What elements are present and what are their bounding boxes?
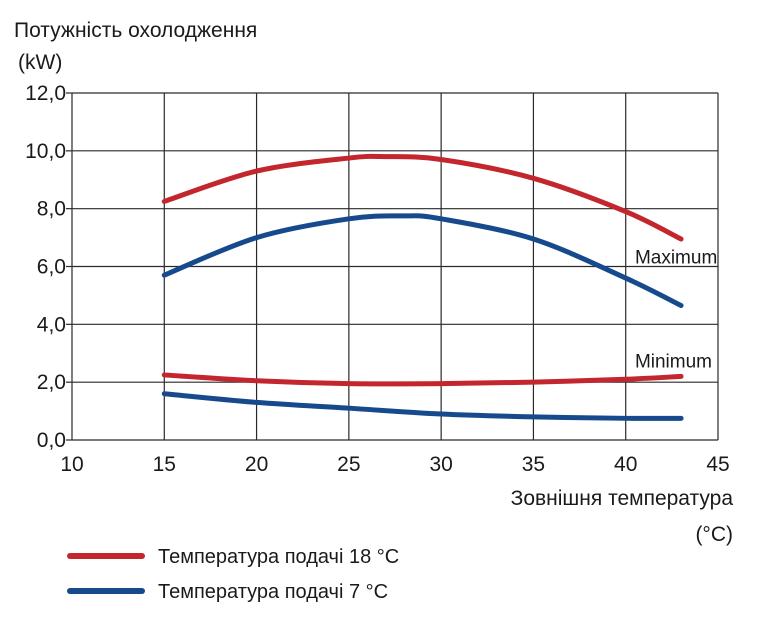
x-tick-labels: 10 15 20 25 30 35 40 45 [60, 453, 729, 476]
series-line-max-1 [161, 213, 684, 309]
x-tick-label: 35 [522, 453, 545, 476]
y-tick-label: 10,0 [25, 140, 66, 163]
series-line-min-3 [161, 391, 684, 421]
x-tick-label: 25 [337, 453, 360, 476]
x-tick-label: 20 [245, 453, 268, 476]
series-line-min-2 [161, 372, 684, 387]
legend: Температура подачі 18 °C Температура пода… [67, 546, 399, 603]
y-tick-label: 0,0 [37, 429, 66, 452]
annotation-minimum: Minimum [635, 352, 712, 373]
series-line-max-0 [161, 153, 684, 242]
legend-entry-label: Температура подачі 7 °C [158, 581, 388, 603]
y-axis-label-line2: (kW) [18, 51, 62, 74]
x-tick-label: 40 [614, 453, 637, 476]
x-tick-label: 10 [60, 453, 83, 476]
y-tick-labels: 0,0 2,0 4,0 6,0 8,0 10,0 12,0 [25, 82, 72, 452]
y-tick-label: 8,0 [37, 198, 66, 221]
annotations: Maximum Minimum [635, 248, 717, 373]
series-lines [161, 153, 684, 421]
y-axis-label-line1: Потужність охолодження [14, 19, 257, 42]
x-axis-label-line2: (°C) [695, 523, 733, 546]
x-axis-label-line1: Зовнішня температура [511, 487, 734, 510]
x-tick-label: 15 [153, 453, 176, 476]
annotation-maximum: Maximum [635, 248, 717, 269]
x-tick-label: 30 [429, 453, 452, 476]
y-tick-label: 2,0 [37, 371, 66, 394]
grid [71, 92, 719, 441]
y-tick-label: 4,0 [37, 313, 66, 336]
x-tick-label: 45 [706, 453, 729, 476]
y-tick-label: 12,0 [25, 82, 66, 105]
y-tick-label: 6,0 [37, 256, 66, 279]
legend-entry-label: Температура подачі 18 °C [158, 546, 399, 568]
